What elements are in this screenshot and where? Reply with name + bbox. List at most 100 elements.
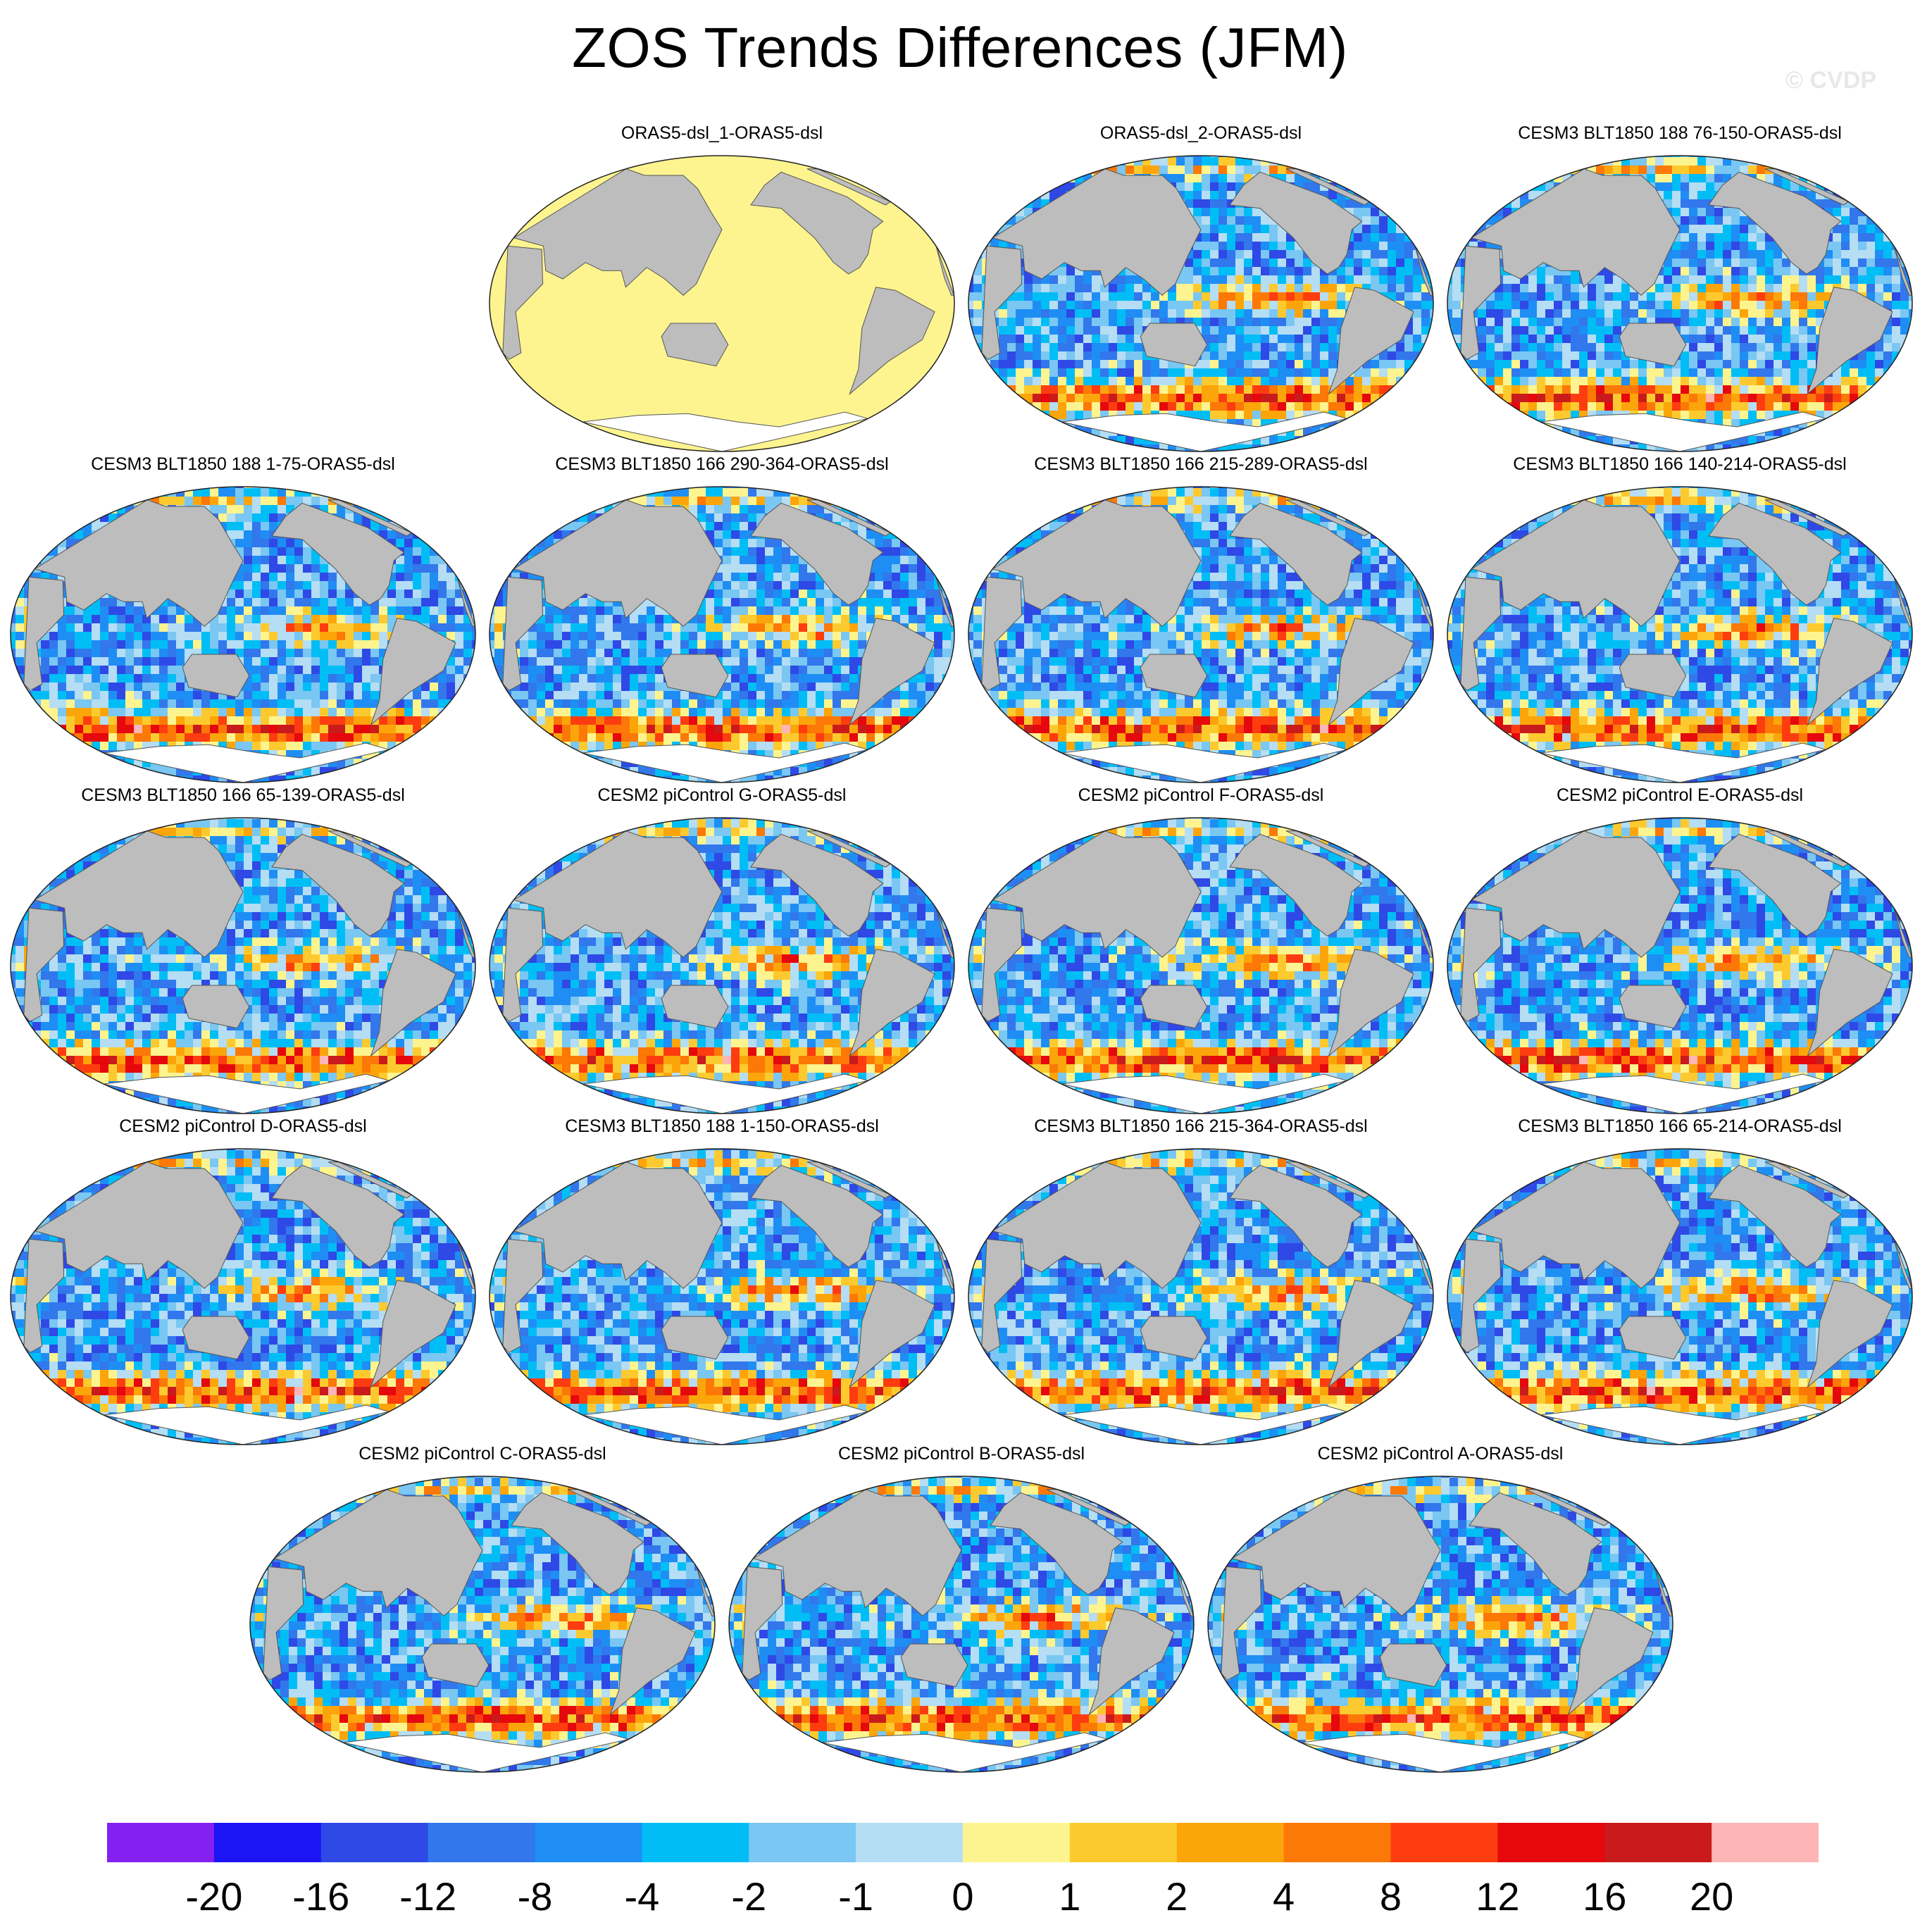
- map-panel: CESM2 piControl B-ORAS5-dsl: [725, 1444, 1197, 1810]
- land-south-america: [370, 1280, 456, 1388]
- land-antarctica: [1061, 411, 1347, 451]
- map: [489, 486, 955, 783]
- land-asia-europe: [34, 499, 244, 627]
- land-north-america: [1229, 1164, 1363, 1268]
- land-asia-europe: [1231, 1489, 1441, 1616]
- land-africa-west: [1893, 1239, 1912, 1289]
- land-australia: [1619, 323, 1687, 367]
- land-north-america: [271, 502, 405, 606]
- map: [968, 486, 1434, 783]
- ocean-field: [490, 487, 954, 783]
- map-outline: [10, 817, 476, 1114]
- land-africa-west: [456, 577, 475, 627]
- land-south-america: [1567, 1607, 1654, 1716]
- colorbar-tick-label: -4: [624, 1874, 659, 1919]
- ocean-field: [1208, 1476, 1673, 1772]
- map-panel: CESM2 piControl D-ORAS5-dsl: [7, 1116, 479, 1483]
- colorbar-swatch: [1176, 1823, 1285, 1862]
- colorbar-swatch: [535, 1823, 642, 1862]
- colorbar-swatch: [1604, 1823, 1712, 1862]
- map-panel: CESM3 BLT1850 188 76-150-ORAS5-dsl: [1444, 123, 1916, 490]
- land-asia-europe: [513, 168, 723, 296]
- land-south-america: [370, 949, 456, 1057]
- land-north-america: [1708, 1164, 1842, 1268]
- panel-title: CESM3 BLT1850 166 140-214-ORAS5-dsl: [1444, 454, 1916, 475]
- colorbar-tick-label: -8: [518, 1874, 553, 1919]
- map-panel: CESM2 piControl A-ORAS5-dsl: [1204, 1444, 1676, 1810]
- land-australia: [421, 1643, 490, 1688]
- colorbar-swatch: [1712, 1823, 1819, 1862]
- ocean-field: [968, 487, 1433, 783]
- panel-title: CESM3 BLT1850 166 290-364-ORAS5-dsl: [486, 454, 958, 475]
- map: [489, 155, 955, 452]
- land-north-america: [750, 502, 884, 606]
- map-panel: CESM2 piControl E-ORAS5-dsl: [1444, 785, 1916, 1152]
- map: [968, 155, 1434, 452]
- land-africa-west: [1175, 1566, 1194, 1616]
- colorbar-swatch: [213, 1823, 322, 1862]
- land-asia-europe: [513, 1161, 723, 1289]
- land-asia-europe: [992, 830, 1202, 958]
- land-asia-europe: [513, 499, 723, 627]
- colorbar-tick-label: 20: [1690, 1874, 1733, 1919]
- map-outline: [10, 486, 476, 783]
- colorbar-tick-label: 8: [1380, 1874, 1402, 1919]
- colorbar-tick-label: 12: [1476, 1874, 1519, 1919]
- ocean-field: [968, 1149, 1433, 1445]
- land-australia: [1140, 654, 1208, 698]
- land-antarctica: [821, 1732, 1108, 1772]
- land-australia: [1619, 654, 1687, 698]
- map-outline: [489, 817, 955, 1114]
- ocean-field: [490, 156, 954, 451]
- map: [489, 1148, 955, 1445]
- page-title: ZOS Trends Differences (JFM): [0, 15, 1920, 80]
- colorbar-tick-label: 1: [1059, 1874, 1080, 1919]
- colorbar-swatch: [1283, 1823, 1391, 1862]
- map: [1447, 486, 1913, 783]
- ocean-field: [968, 156, 1433, 451]
- map: [968, 1148, 1434, 1445]
- land-antarctica: [1540, 411, 1826, 451]
- land-south-america: [1328, 618, 1414, 726]
- land-africa-west: [1414, 908, 1433, 958]
- land-antarctica: [582, 742, 868, 783]
- map-panel: CESM3 BLT1850 188 1-150-ORAS5-dsl: [486, 1116, 958, 1483]
- land-antarctica: [582, 1073, 868, 1114]
- land-north-america: [750, 1164, 884, 1268]
- colorbar-tick-label: -12: [399, 1874, 456, 1919]
- land-antarctica: [103, 742, 389, 783]
- land-australia: [1140, 323, 1208, 367]
- land-north-america: [1229, 171, 1363, 275]
- map-panel: CESM3 BLT1850 166 65-214-ORAS5-dsl: [1444, 1116, 1916, 1483]
- land-antarctica: [1540, 1404, 1826, 1445]
- ocean-field: [490, 1149, 954, 1445]
- land-north-america: [990, 1492, 1123, 1595]
- map-outline: [489, 1148, 955, 1445]
- land-australia: [661, 654, 729, 698]
- land-antarctica: [1061, 742, 1347, 783]
- land-antarctica: [1061, 1073, 1347, 1114]
- panel-title: CESM3 BLT1850 188 76-150-ORAS5-dsl: [1444, 123, 1916, 144]
- land-antarctica: [103, 1073, 389, 1114]
- land-asia-europe: [992, 168, 1202, 296]
- ocean-field: [490, 818, 954, 1114]
- land-south-america: [1807, 287, 1893, 395]
- colorbar: [107, 1823, 1819, 1862]
- colorbar-tick-label: -2: [731, 1874, 766, 1919]
- map-panel: CESM3 BLT1850 166 215-364-ORAS5-dsl: [965, 1116, 1437, 1483]
- map-outline: [968, 817, 1434, 1114]
- land-australia: [1619, 1316, 1687, 1360]
- colorbar-swatch: [1497, 1823, 1605, 1862]
- land-africa-west: [935, 908, 954, 958]
- land-north-america: [750, 833, 884, 937]
- panel-title: ORAS5-dsl_1-ORAS5-dsl: [486, 123, 958, 144]
- map: [968, 817, 1434, 1114]
- land-south-america: [849, 287, 935, 395]
- land-asia-europe: [1471, 168, 1681, 296]
- map: [10, 817, 476, 1114]
- land-south-america: [1328, 287, 1414, 395]
- map: [1207, 1476, 1673, 1773]
- ocean-field: [1447, 1149, 1912, 1445]
- land-north-america: [511, 1492, 644, 1595]
- panel-title: CESM2 piControl C-ORAS5-dsl: [247, 1444, 718, 1464]
